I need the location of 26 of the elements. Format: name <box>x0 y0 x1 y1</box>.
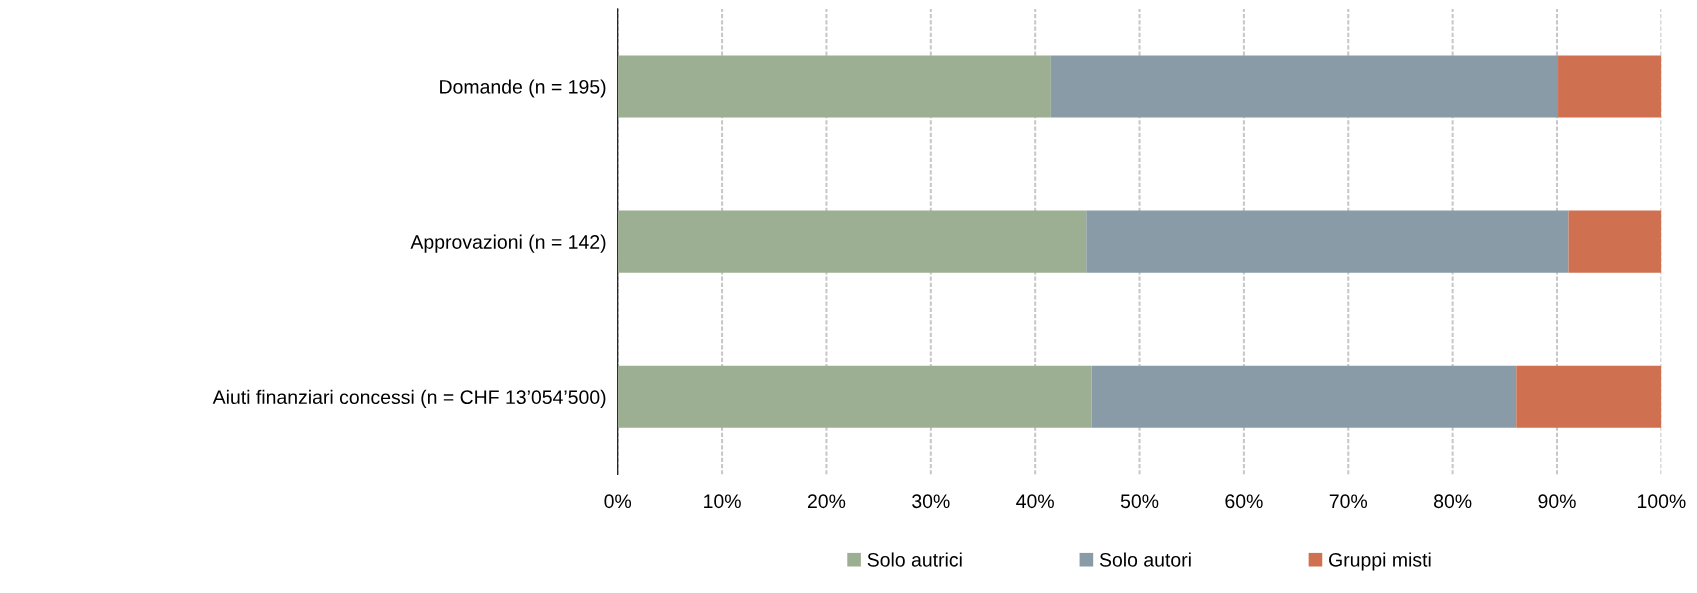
bar <box>1091 365 1517 428</box>
legend-label: Gruppi misti <box>1329 552 1431 571</box>
x-tick-label: 10% <box>704 494 741 509</box>
bar <box>617 210 1087 273</box>
y-tick-label: Aiuti finanziari concessi (n = CHF 13’054’500) <box>212 389 606 408</box>
bar <box>1086 210 1569 273</box>
bar <box>1050 55 1559 118</box>
x-tick-label: 80% <box>1434 494 1472 509</box>
x-tick-label: 40% <box>1016 494 1054 509</box>
x-tick-label: 20% <box>807 494 846 509</box>
legend-label: Solo autori <box>1099 552 1191 567</box>
x-tick-label: 0% <box>604 494 632 509</box>
x-tick-label: 60% <box>1225 494 1263 509</box>
bar <box>617 55 1051 118</box>
x-tick-label: 100% <box>1637 494 1686 509</box>
y-tick-label: Approvazioni (n = 142) <box>410 234 606 253</box>
bar <box>617 365 1092 428</box>
y-tick-label: Domande (n = 195) <box>440 79 606 98</box>
x-tick-label: 50% <box>1120 494 1159 509</box>
bar <box>1516 365 1662 428</box>
bar <box>1568 210 1662 273</box>
legend-label: Solo autrici <box>867 552 962 567</box>
x-tick-label: 30% <box>912 494 950 509</box>
x-tick-label: 70% <box>1329 494 1368 509</box>
x-tick-label: 90% <box>1538 494 1576 509</box>
bar <box>1558 55 1662 118</box>
